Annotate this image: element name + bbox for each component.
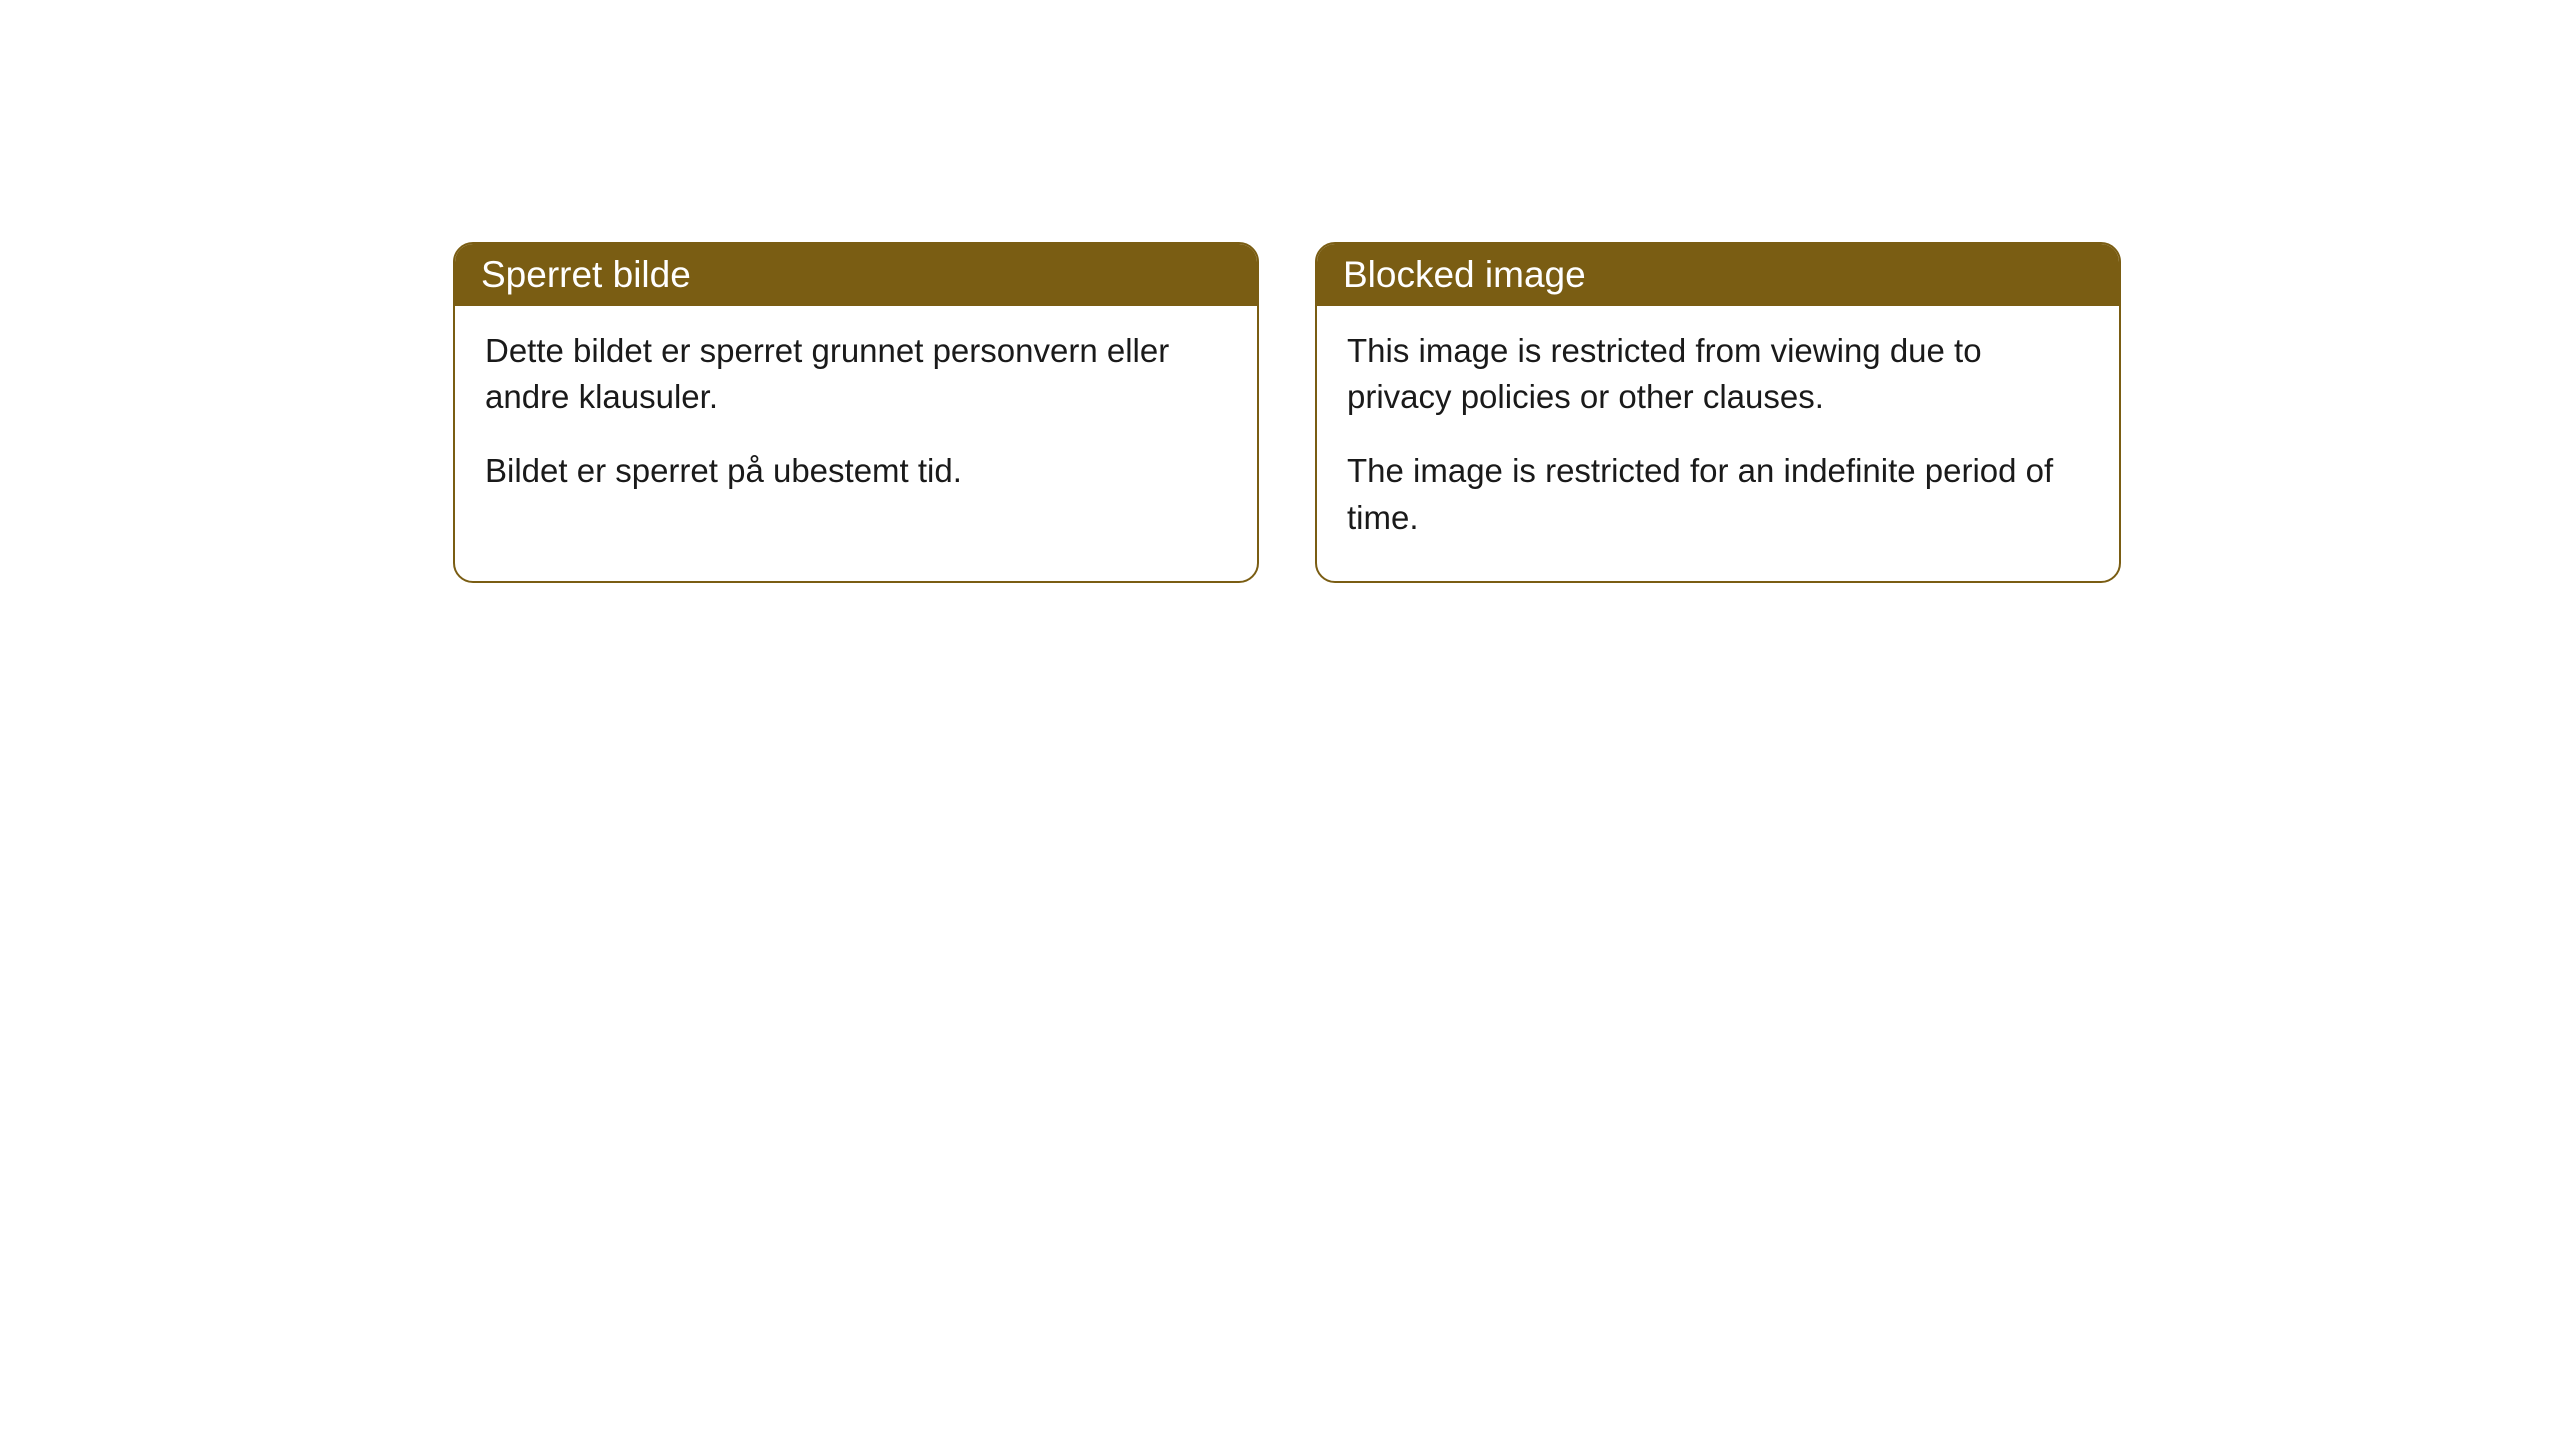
card-header-norwegian: Sperret bilde bbox=[455, 244, 1257, 306]
blocked-image-card-norwegian: Sperret bilde Dette bildet er sperret gr… bbox=[453, 242, 1259, 583]
notice-paragraph-2-norwegian: Bildet er sperret på ubestemt tid. bbox=[485, 448, 1227, 494]
card-body-norwegian: Dette bildet er sperret grunnet personve… bbox=[455, 306, 1257, 535]
notice-paragraph-1-english: This image is restricted from viewing du… bbox=[1347, 328, 2089, 420]
card-header-english: Blocked image bbox=[1317, 244, 2119, 306]
card-body-english: This image is restricted from viewing du… bbox=[1317, 306, 2119, 581]
notice-paragraph-1-norwegian: Dette bildet er sperret grunnet personve… bbox=[485, 328, 1227, 420]
blocked-image-card-english: Blocked image This image is restricted f… bbox=[1315, 242, 2121, 583]
notice-cards-container: Sperret bilde Dette bildet er sperret gr… bbox=[453, 242, 2121, 583]
notice-paragraph-2-english: The image is restricted for an indefinit… bbox=[1347, 448, 2089, 540]
